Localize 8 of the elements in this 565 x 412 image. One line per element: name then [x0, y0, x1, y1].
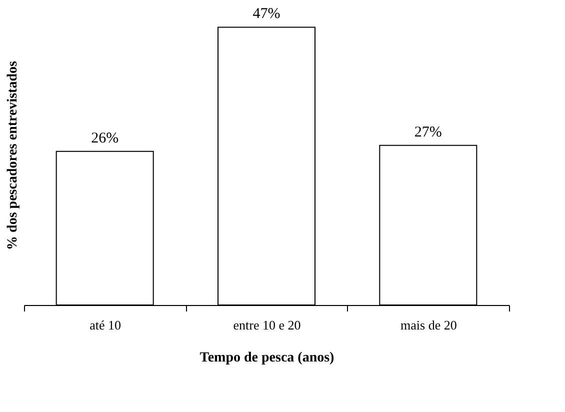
x-tick-label: mais de 20: [400, 318, 457, 332]
data-label: 27%: [414, 124, 442, 140]
x-tick-label: até 10: [90, 318, 122, 332]
data-label: 47%: [252, 6, 280, 22]
x-axis-title: Tempo de pesca (anos): [200, 350, 335, 366]
x-tick-label: entre 10 e 20: [233, 318, 301, 332]
data-label: 26%: [91, 130, 119, 146]
y-axis-title: % dos pescadores entrevistados: [6, 60, 20, 250]
